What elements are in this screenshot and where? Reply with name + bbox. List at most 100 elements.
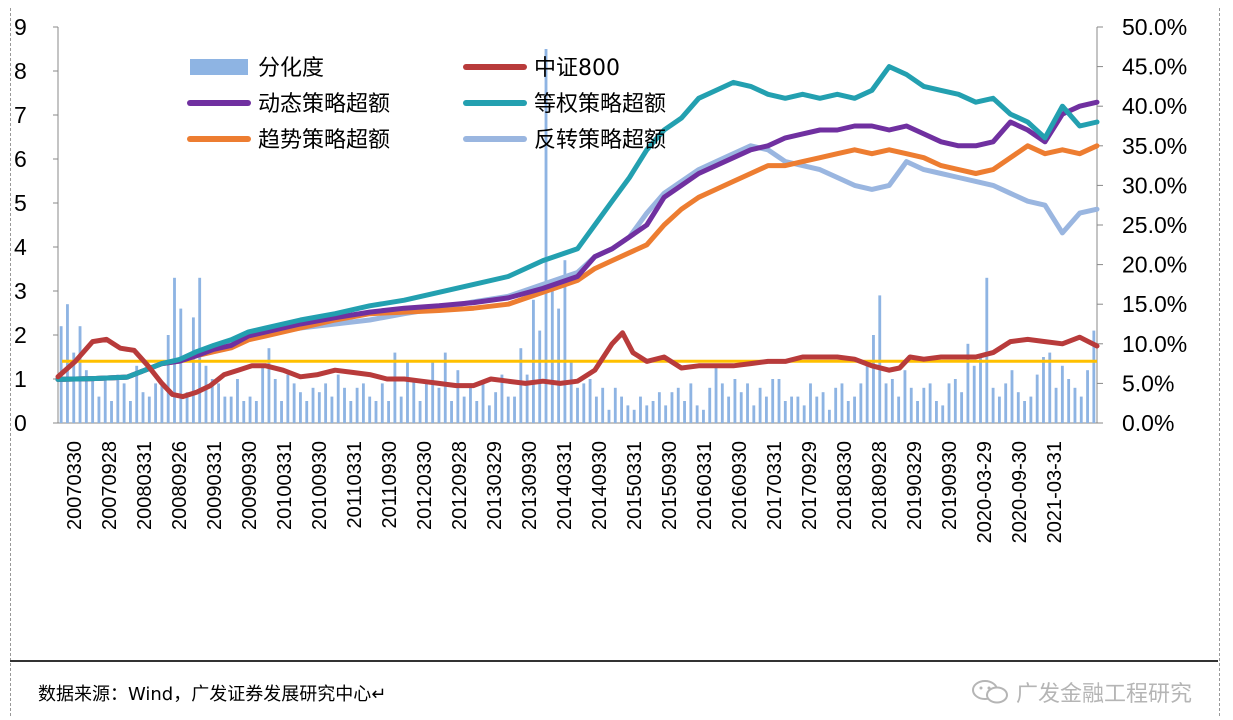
bar-fenhuadu (783, 401, 787, 423)
bar-fenhuadu (865, 365, 869, 423)
bar-fenhuadu (928, 383, 932, 423)
bar-fenhuadu (557, 308, 561, 423)
bar-fenhuadu (651, 401, 655, 423)
bar-fenhuadu (657, 392, 661, 423)
bar-fenhuadu (437, 387, 441, 423)
right-tick-label: 45.0% (1122, 54, 1187, 80)
bar-fenhuadu (254, 401, 258, 423)
bar-fenhuadu (997, 396, 1001, 423)
bar-fenhuadu (1092, 330, 1096, 423)
bar-fenhuadu (903, 370, 907, 423)
bar-fenhuadu (935, 401, 938, 423)
bar-fenhuadu (267, 348, 271, 423)
x-tick-label: 20090331 (204, 441, 226, 530)
bar-fenhuadu (387, 401, 391, 423)
bar-fenhuadu (884, 383, 888, 423)
bar-fenhuadu (122, 383, 126, 423)
bar-fenhuadu (922, 387, 926, 423)
bar-fenhuadu (588, 379, 592, 423)
x-tick-label: 20160331 (694, 441, 716, 530)
bar-fenhuadu (424, 383, 428, 423)
bar-fenhuadu (664, 405, 668, 423)
bar-fenhuadu (859, 383, 863, 423)
x-tick-label: 20120928 (449, 441, 471, 530)
bar-fenhuadu (601, 387, 605, 423)
bar-fenhuadu (966, 343, 970, 423)
bar-fenhuadu (141, 392, 145, 423)
left-tick-label: 6 (14, 146, 27, 172)
x-tick-label: 20150331 (624, 441, 646, 530)
bar-fenhuadu (727, 396, 731, 423)
bar-fenhuadu (878, 295, 882, 423)
bar-fenhuadu (456, 370, 460, 423)
bar-fenhuadu (689, 383, 693, 423)
bar-fenhuadu (217, 383, 220, 423)
x-tick-label: 20080926 (169, 441, 191, 530)
data-source-note: 数据来源：Wind，广发证券发展研究中心↵ (38, 684, 387, 705)
legend-label: 趋势策略超额 (258, 128, 390, 153)
bar-fenhuadu (853, 396, 856, 423)
bar-fenhuadu (469, 387, 472, 423)
right-tick-label: 40.0% (1122, 93, 1187, 119)
bar-fenhuadu (292, 383, 296, 423)
bar-fenhuadu (286, 374, 290, 423)
right-tick-label: 5.0% (1122, 370, 1174, 396)
bar-fenhuadu (431, 361, 435, 423)
bar-fenhuadu (450, 401, 453, 423)
legend-label: 分化度 (258, 56, 324, 81)
bar-fenhuadu (582, 383, 586, 423)
bar-fenhuadu (947, 383, 951, 423)
bar-fenhuadu (418, 401, 422, 423)
bar-fenhuadu (796, 396, 800, 423)
bar-fenhuadu (960, 392, 964, 423)
legend-label: 等权策略超额 (534, 92, 666, 117)
chart: 0 1 2 3 4 5 6 7 8 9 0.0% 5.0% 10.0% 15.0% 20.0% 25.0% 30… (14, 14, 1187, 543)
bar-fenhuadu (160, 383, 164, 423)
bar-fenhuadu (739, 392, 743, 423)
bar-fenhuadu (91, 379, 95, 423)
x-tick-label: 20170331 (764, 441, 786, 530)
bar-fenhuadu (248, 396, 252, 423)
bar-fenhuadu (979, 357, 982, 423)
bar-fenhuadu (764, 396, 768, 423)
bar-fenhuadu (1016, 392, 1020, 423)
bar-fenhuadu (185, 392, 189, 423)
bar-fenhuadu (815, 396, 819, 423)
legend-label: 反转策略超额 (534, 128, 666, 153)
bar-fenhuadu (607, 409, 611, 423)
bar-fenhuadu (613, 387, 617, 423)
bar-fenhuadu (519, 348, 523, 423)
bar-fenhuadu (462, 396, 466, 423)
right-tick-label: 50.0% (1122, 14, 1187, 40)
bar-fenhuadu (1067, 379, 1071, 423)
bar-fenhuadu (116, 374, 120, 423)
bar-fenhuadu (576, 387, 579, 423)
bar-fenhuadu (305, 401, 309, 423)
bar-fenhuadu (909, 387, 913, 423)
left-tick-label: 4 (14, 234, 27, 260)
bar-fenhuadu (676, 387, 680, 423)
watermark-text: 广发金融工程研究 (1015, 682, 1192, 707)
bar-fenhuadu (481, 383, 485, 423)
x-tick-label: 20100930 (309, 441, 331, 530)
bar-fenhuadu (1073, 387, 1077, 423)
bar-fenhuadu (97, 396, 101, 423)
bar-fenhuadu (897, 396, 901, 423)
bar-fenhuadu (494, 392, 498, 423)
bar-fenhuadu (972, 365, 976, 423)
legend-swatch-bar (190, 59, 248, 75)
bar-fenhuadu (1035, 374, 1039, 423)
bar-fenhuadu (324, 383, 328, 423)
bar-fenhuadu (746, 383, 749, 423)
bar-fenhuadu (500, 374, 504, 423)
bar-fenhuadu (985, 277, 989, 423)
x-tick-label: 20170929 (799, 441, 821, 530)
x-tick-label: 20070928 (99, 441, 121, 530)
bar-fenhuadu (1079, 396, 1083, 423)
bar-fenhuadu (103, 379, 107, 423)
series-line-1 (55, 99, 1100, 382)
x-tick-label: 20080331 (134, 441, 156, 530)
bar-fenhuadu (399, 396, 403, 423)
bar-fenhuadu (626, 405, 630, 423)
x-tick-label: 20110331 (344, 441, 366, 529)
